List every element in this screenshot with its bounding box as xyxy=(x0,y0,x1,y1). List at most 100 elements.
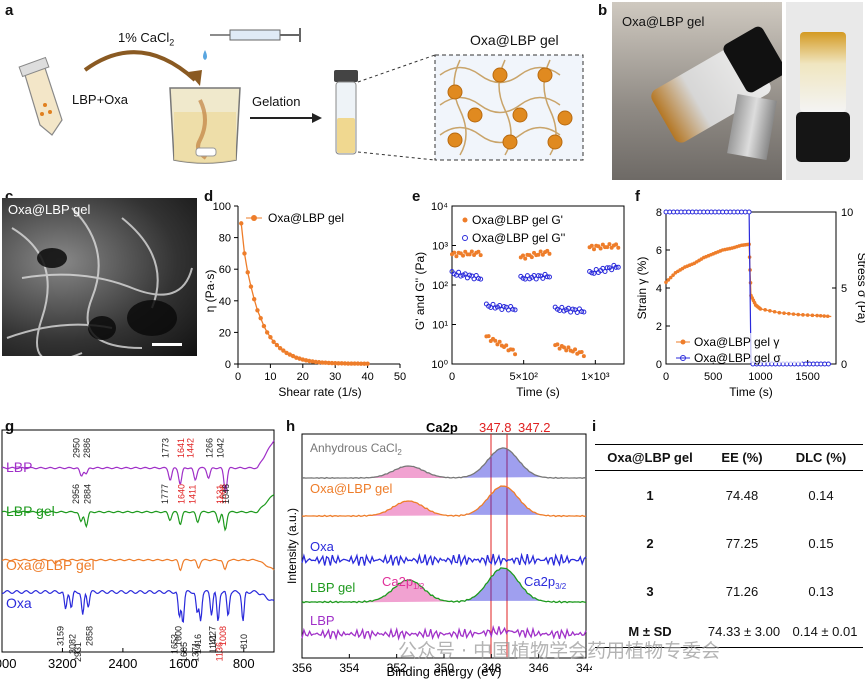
h-spectrum-0 xyxy=(301,447,587,480)
e-xtick-label: 5×10² xyxy=(509,371,538,383)
f-strain-point xyxy=(801,313,805,317)
e-point-g2 xyxy=(478,276,484,282)
e-point-g2 xyxy=(576,306,582,312)
e-point-g1 xyxy=(614,242,619,247)
d-xtick-label: 30 xyxy=(329,371,341,383)
product-label: Oxa@LBP gel xyxy=(470,32,559,48)
table-row: 3 71.26 0.13 xyxy=(646,584,834,599)
d-point xyxy=(307,358,312,364)
d-point xyxy=(277,346,283,351)
f-ylabel: Strain γ (%) xyxy=(636,257,649,320)
d-point xyxy=(271,339,276,345)
d-xtick-label: 50 xyxy=(394,371,406,383)
g-peak-label: 2884 xyxy=(82,484,92,504)
f-ytick-label: 8 xyxy=(656,207,662,219)
table-row: M ± SD 74.33 ± 3.00 0.14 ± 0.01 xyxy=(628,624,858,639)
g-peak-label: 3159 xyxy=(56,626,66,646)
d-point xyxy=(323,360,328,365)
g-peak-label: 1131 xyxy=(215,485,225,504)
d-point xyxy=(365,361,370,366)
g-peak-label: 2886 xyxy=(82,438,92,458)
e-point-g1 xyxy=(523,256,528,261)
e-point-g1 xyxy=(545,248,550,253)
g-peak-label: 1773 xyxy=(160,438,170,458)
f-strain-point xyxy=(822,314,826,318)
e-point-g2 xyxy=(490,301,496,307)
g-peak-label: 1227 xyxy=(208,626,218,646)
d-point xyxy=(333,361,338,366)
curved-arrow xyxy=(83,50,197,82)
g-xtick-label: 1600 xyxy=(169,656,198,671)
e-point-g1 xyxy=(529,255,534,260)
e-xtick-label: 1×10³ xyxy=(581,371,610,383)
e-point-g2 xyxy=(613,264,619,270)
h-fill-12 xyxy=(362,500,456,517)
f-strain-line xyxy=(665,243,832,318)
d-point xyxy=(242,251,247,256)
d-point xyxy=(245,270,250,275)
e-point-g2 xyxy=(501,304,507,310)
e-point-g1 xyxy=(607,242,612,247)
e-ytick-label: 10⁰ xyxy=(431,359,448,371)
e-point-g2 xyxy=(570,306,576,312)
e-point-g2 xyxy=(544,274,550,280)
e-point-g1 xyxy=(513,352,518,357)
f-strain-point xyxy=(805,313,810,317)
f-xlabel: Time (s) xyxy=(729,385,773,399)
e-point-g1 xyxy=(538,249,543,254)
g-xtick-label: 3200 xyxy=(48,656,77,671)
e-point-g1 xyxy=(504,343,509,348)
e-point-g2 xyxy=(462,271,468,277)
d-ylabel: η (Pa·s) xyxy=(203,270,217,313)
d-point xyxy=(352,361,357,366)
e-xtick-label: 0 xyxy=(449,371,455,383)
f-strain-point xyxy=(777,310,782,315)
e-legend-g1: Oxa@LBP gel G' xyxy=(472,213,563,227)
panel-label-d: d xyxy=(204,188,214,205)
vial-icon xyxy=(334,70,358,155)
f-strain-point xyxy=(810,313,815,318)
watermark: 公众号 · 中国植物学会药用植物专委会 xyxy=(398,640,721,662)
e-point-g2 xyxy=(602,269,608,275)
chart-e: 0 5×10² 1×10³ 10⁰ 10¹ 10² 10³ 10⁴ Time (s) G' a… xyxy=(413,201,625,399)
f-strain-point xyxy=(825,314,830,319)
e-point-g1 xyxy=(564,348,569,353)
f-strain-point xyxy=(772,309,777,314)
d-point xyxy=(342,361,348,366)
f-strain-point xyxy=(758,307,763,311)
f-strain-point xyxy=(768,309,772,313)
d-point xyxy=(349,361,354,366)
d-point xyxy=(258,315,263,321)
f-strain-point xyxy=(796,312,801,317)
photo-label: Oxa@LBP gel xyxy=(622,14,705,29)
e-point-g1 xyxy=(476,249,481,254)
e-point-g1 xyxy=(486,334,491,339)
panel-label-b: b xyxy=(598,2,608,19)
g-peak-label: 2956 xyxy=(71,484,81,504)
mix-label: LBP+Oxa xyxy=(72,92,129,107)
e-point-g2 xyxy=(565,305,571,311)
h-ref1: 347.8 xyxy=(479,420,512,435)
d-point xyxy=(261,323,267,329)
g-series-lbpgel: LBP gel xyxy=(6,503,55,519)
h-xtick-label: 350 xyxy=(434,661,454,675)
g-peak-label: 1136 xyxy=(214,642,224,661)
d-point xyxy=(358,361,364,366)
e-point-g1 xyxy=(467,252,472,257)
g-series-lbp: LBP xyxy=(6,459,32,475)
g-peak-label: 1640 xyxy=(176,484,186,504)
d-ytick-label: 40 xyxy=(219,296,231,308)
panel-label-i: i xyxy=(592,418,597,435)
d-point xyxy=(248,284,254,289)
g-peak-label: 2858 xyxy=(84,626,94,646)
g-xtick-label: 2400 xyxy=(108,656,137,671)
e-point-g1 xyxy=(555,342,560,347)
e-point-g1 xyxy=(510,347,515,352)
e-point-g1 xyxy=(536,252,541,257)
d-xtick-label: 20 xyxy=(297,371,309,383)
g-peak-label: 1777 xyxy=(160,484,170,504)
g-peak-label: 1046 xyxy=(221,484,231,504)
f-legend-1: Oxa@LBP gel γ xyxy=(694,335,779,349)
e-point-g1 xyxy=(605,245,610,250)
e-point-g1 xyxy=(469,249,474,254)
